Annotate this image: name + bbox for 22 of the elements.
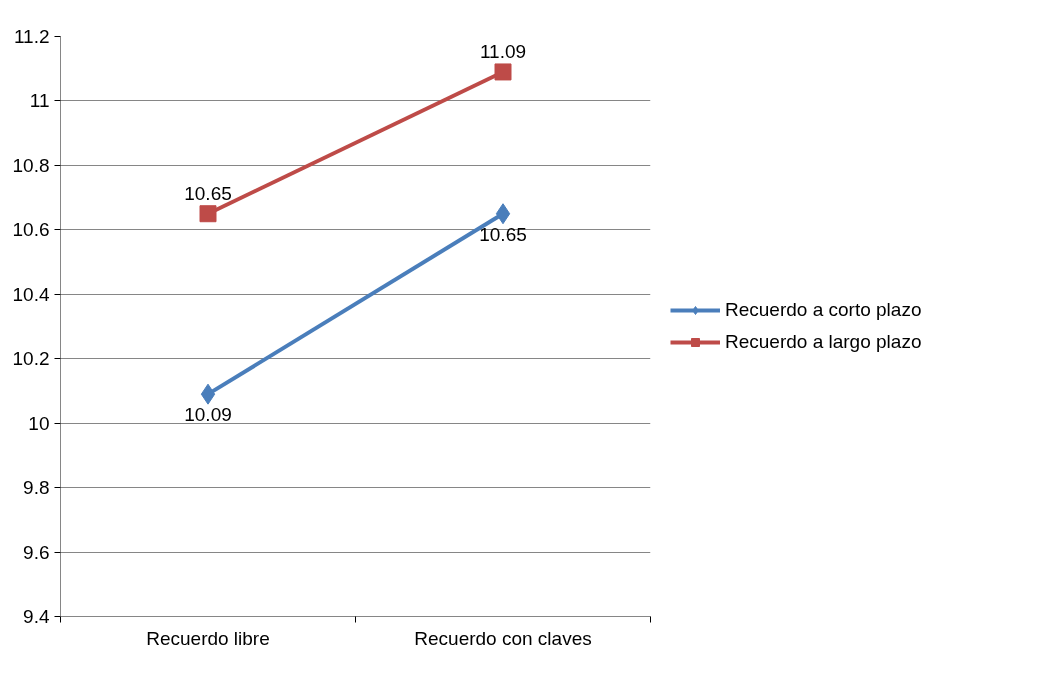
y-tick-label: 9.8 — [23, 477, 50, 499]
y-tick-label: 10.8 — [12, 154, 50, 176]
data-label: 10.65 — [184, 182, 232, 204]
data-label: 11.09 — [479, 40, 527, 62]
y-tick-label: 10 — [28, 412, 50, 434]
point — [494, 63, 512, 81]
point — [199, 205, 217, 223]
y-tick-label: 10.4 — [12, 283, 50, 305]
y-tick-label: 10.6 — [12, 219, 50, 241]
legend-label: Recuerdo a corto plazo — [725, 299, 922, 321]
y-tick-label: 11.2 — [13, 26, 50, 47]
legend-label: Recuerdo a largo plazo — [725, 331, 922, 353]
y-tick-label: 9.6 — [23, 541, 50, 563]
y-tick-label: 11 — [29, 90, 50, 112]
y-tick-label: 9.4 — [23, 606, 50, 627]
y-tick-label: 10.2 — [12, 348, 50, 370]
point — [200, 383, 216, 405]
data-label: 10.65 — [479, 223, 527, 245]
data-label: 10.09 — [184, 404, 232, 426]
point — [495, 203, 511, 225]
x-tick-label: Recuerdo libre — [146, 627, 270, 649]
x-tick-label: Recuerdo con claves — [414, 627, 592, 649]
